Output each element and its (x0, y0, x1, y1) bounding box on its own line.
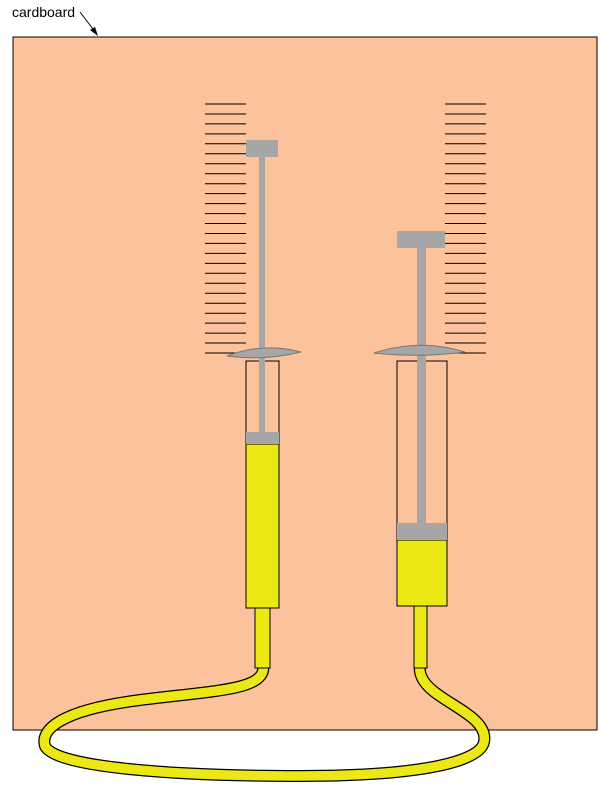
syringe-right-flange (373, 344, 466, 356)
syringe-left-plunger-head (246, 432, 279, 444)
syringe-left-nozzle (254, 607, 271, 669)
syringe-right-nozzle (413, 605, 428, 669)
syringe-left-thumb-press (246, 140, 278, 157)
syringe-left (226, 140, 302, 669)
syringe-right-thumb-press (397, 231, 445, 248)
syringe-right-plunger-rod (417, 248, 426, 523)
connecting-tube (38, 658, 491, 783)
cardboard-label: cardboard (12, 4, 75, 20)
syringe-right (373, 231, 466, 669)
cardboard-arrow (79, 11, 98, 36)
syringe-left-plunger-rod (259, 157, 265, 432)
scale-right (445, 103, 486, 354)
syringe-right-plunger-head (397, 523, 447, 540)
cardboard-board (12, 36, 598, 731)
syringe-left-liquid (245, 443, 280, 609)
syringe-left-flange (226, 347, 302, 359)
scale-left (205, 103, 246, 354)
syringe-right-liquid (396, 539, 448, 607)
